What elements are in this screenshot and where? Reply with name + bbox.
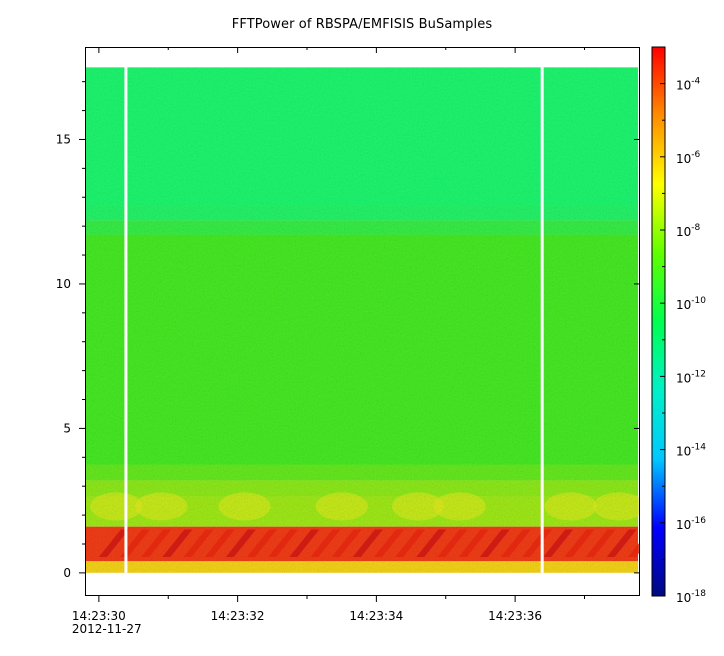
chorus-element-7 — [246, 529, 277, 557]
chorus-element-24 — [606, 529, 637, 557]
chorus-element-1 — [120, 529, 151, 557]
colorbar-label-6: 10-6 — [676, 150, 701, 166]
chart-title: FFTPower of RBSPA/EMFISIS BuSamples — [231, 17, 493, 32]
chorus-element-8 — [268, 529, 299, 557]
no-data-top — [86, 48, 639, 68]
chorus-element-6 — [225, 529, 256, 557]
chorus-element-15 — [416, 529, 447, 557]
chorus-element-21 — [543, 529, 574, 557]
colorbar-label-2: 10-14 — [676, 443, 706, 459]
spectrogram-band-4 — [85, 561, 638, 573]
chorus-element-5 — [204, 529, 235, 557]
chorus-element-18 — [479, 529, 510, 557]
chorus-element-25 — [627, 541, 640, 557]
y-axis: 0 5 10 15 — [56, 81, 640, 580]
band-transition-0 — [85, 205, 638, 235]
y-tick-label-1: 5 — [63, 421, 71, 435]
x-tick-label-1: 14:23:32 — [211, 609, 265, 623]
chorus-element-19 — [500, 529, 531, 557]
y-tick-label-0: 0 — [63, 566, 71, 580]
burst-patch-4 — [392, 492, 444, 521]
colorbar-label-0: 10-18 — [676, 589, 706, 605]
spectrogram-bursts — [90, 492, 640, 557]
time-gap-1 — [540, 67, 544, 573]
burst-patch-2 — [218, 492, 271, 521]
x-tick-label-3: 14:23:36 — [488, 609, 542, 623]
chorus-element-16 — [437, 529, 468, 557]
chorus-element-3 — [162, 529, 193, 557]
chorus-element-13 — [373, 529, 404, 557]
colorbar-label-4: 10-10 — [676, 296, 706, 312]
y-tick-label-3: 15 — [56, 132, 71, 146]
data-gaps — [86, 48, 639, 595]
x-tick-label-2: 14:23:34 — [349, 609, 403, 623]
burst-patch-0 — [90, 492, 143, 521]
time-gap-0 — [124, 67, 128, 573]
chorus-element-20 — [522, 529, 553, 557]
colorbar-label-5: 10-8 — [676, 223, 701, 239]
chorus-element-11 — [331, 529, 362, 557]
burst-patch-3 — [315, 492, 368, 521]
plot-frame — [85, 47, 640, 596]
burst-patch-7 — [593, 492, 640, 521]
chorus-element-22 — [564, 529, 595, 557]
no-data-bottom — [86, 572, 639, 595]
chorus-element-0 — [98, 529, 129, 557]
chorus-element-9 — [289, 529, 320, 557]
spectrogram-band-1 — [85, 220, 638, 481]
band-transition-1 — [85, 464, 638, 497]
chorus-element-14 — [395, 529, 426, 557]
chorus-element-23 — [585, 529, 616, 557]
chorus-element-2 — [141, 529, 172, 557]
colorbar-label-1: 10-16 — [676, 516, 706, 532]
spectrogram-band-0 — [85, 67, 638, 221]
chorus-element-10 — [310, 529, 341, 557]
x-tick-label-0: 14:23:30 — [72, 609, 126, 623]
colorbar-label-3: 10-12 — [676, 369, 706, 385]
colorbar-label-7: 10-4 — [676, 77, 701, 93]
chorus-element-12 — [352, 529, 383, 557]
colorbar-gradient — [651, 46, 666, 597]
burst-patch-5 — [433, 492, 486, 521]
chorus-element-4 — [183, 529, 214, 557]
chorus-element-17 — [458, 529, 489, 557]
burst-patch-1 — [135, 492, 188, 521]
x-date-label: 2012-11-27 — [72, 622, 142, 636]
burst-patch-6 — [544, 492, 597, 521]
colorbar: 10-18 10-16 10-14 10-12 10-10 10-8 10-6 10-4 — [651, 46, 706, 605]
y-tick-label-2: 10 — [56, 277, 71, 291]
